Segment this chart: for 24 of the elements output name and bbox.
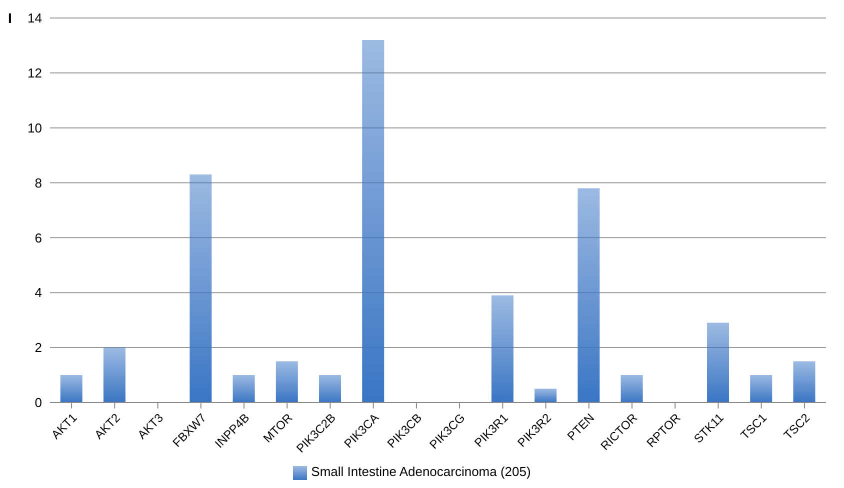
bar <box>60 374 82 402</box>
bar <box>793 361 816 402</box>
bar <box>190 174 212 402</box>
y-tick-label: 10 <box>28 120 42 136</box>
bar <box>750 374 772 402</box>
text: I <box>8 10 12 26</box>
y-tick-label: 14 <box>28 10 42 26</box>
y-tick-label: 8 <box>34 175 42 190</box>
bar <box>319 374 342 402</box>
bar <box>707 322 730 402</box>
y-tick-label: 12 <box>28 66 42 81</box>
legend-label: Small Intestine Adenocarcinoma (205) <box>311 464 531 480</box>
y-tick-label: 4 <box>34 285 42 300</box>
y-tick-label: 6 <box>34 230 42 246</box>
bar <box>534 388 557 402</box>
bar <box>578 188 600 402</box>
y-tick-label: 2 <box>34 340 42 356</box>
bar <box>276 361 298 402</box>
bar <box>103 348 126 402</box>
bar <box>232 374 255 402</box>
bar <box>620 374 643 402</box>
y-tick-label: 0 <box>34 395 42 410</box>
bar <box>491 295 514 402</box>
bar <box>362 40 384 402</box>
